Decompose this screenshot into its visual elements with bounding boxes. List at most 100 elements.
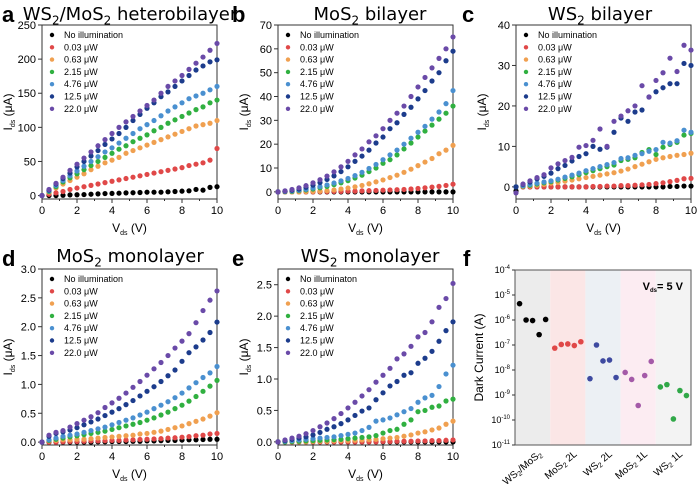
category-3 xyxy=(622,358,655,409)
data-point xyxy=(576,144,582,150)
data-point xyxy=(289,435,295,441)
data-point xyxy=(39,439,45,445)
data-point xyxy=(345,436,351,442)
data-point xyxy=(653,156,659,162)
data-point xyxy=(151,429,157,435)
data-point xyxy=(331,416,337,422)
data-point xyxy=(172,117,178,123)
data-point xyxy=(165,89,171,95)
data-point xyxy=(200,416,206,422)
y-tick-label: 0 xyxy=(504,182,510,194)
data-point xyxy=(436,151,442,157)
data-point xyxy=(158,436,164,442)
y-tick-label: 10 xyxy=(260,163,272,175)
data-point xyxy=(408,432,414,438)
data-point xyxy=(618,168,624,174)
x-tick-label: 6 xyxy=(380,205,386,217)
data-point xyxy=(394,426,400,432)
data-point xyxy=(324,188,330,194)
data-point xyxy=(359,188,365,194)
data-point xyxy=(123,175,129,182)
data-point xyxy=(401,111,407,117)
panel-title: WS2 bilayer xyxy=(548,4,653,28)
data-point xyxy=(282,437,288,443)
legend-label: 0.63 μW xyxy=(300,55,334,65)
data-point xyxy=(214,410,220,416)
data-point xyxy=(88,419,94,425)
data-point xyxy=(179,390,185,396)
data-point xyxy=(359,153,365,159)
y-tick-label: 1.5 xyxy=(257,343,272,355)
data-point xyxy=(179,358,185,364)
data-point xyxy=(200,63,206,69)
y-tick-label: 10 xyxy=(498,141,510,153)
data-point xyxy=(130,384,136,390)
y-tick-label: 10-9 xyxy=(495,390,511,400)
data-point xyxy=(123,417,129,423)
category-label: WS2 2L xyxy=(582,449,616,480)
data-point xyxy=(646,148,652,154)
data-point xyxy=(137,378,143,385)
data-point xyxy=(618,155,624,162)
data-point xyxy=(436,183,442,189)
data-point xyxy=(352,158,358,164)
data-point xyxy=(46,186,52,193)
data-point xyxy=(109,434,115,440)
x-tick-label: 6 xyxy=(144,205,150,217)
data-point xyxy=(123,143,129,149)
legend-label: 0.03 μW xyxy=(300,42,334,52)
data-point xyxy=(387,365,393,371)
legend-label: 0.03 μW xyxy=(538,42,572,52)
data-point xyxy=(408,417,414,423)
data-point xyxy=(137,431,143,437)
data-point xyxy=(81,171,87,177)
data-point xyxy=(408,438,414,444)
data-point xyxy=(534,174,540,181)
panel-label: a xyxy=(2,2,15,27)
legend-label: No illumination xyxy=(538,30,597,40)
data-point xyxy=(681,42,687,48)
data-point xyxy=(429,392,435,398)
data-point xyxy=(172,425,178,431)
data-point xyxy=(179,338,185,344)
legend-label: 22.0 μW xyxy=(300,104,334,114)
data-point xyxy=(179,78,185,84)
data-point xyxy=(415,360,421,366)
data-point xyxy=(646,181,652,188)
series-4 xyxy=(513,127,694,190)
data-point xyxy=(102,412,108,419)
data-point xyxy=(158,137,164,143)
data-point xyxy=(380,417,386,423)
data-point xyxy=(359,169,365,175)
data-point xyxy=(81,417,87,423)
data-point xyxy=(88,153,94,159)
data-point xyxy=(331,187,337,193)
data-point xyxy=(172,104,178,110)
panel-title: MoS2 bilayer xyxy=(314,4,428,28)
data-point xyxy=(597,164,603,170)
data-point xyxy=(137,412,143,418)
y-tick-label: 10-4 xyxy=(495,265,511,275)
data-point xyxy=(109,400,115,406)
data-point xyxy=(200,122,206,128)
data-point xyxy=(151,366,157,372)
data-point xyxy=(443,421,449,427)
legend-marker xyxy=(523,106,529,112)
series-0 xyxy=(39,184,220,199)
data-point xyxy=(172,395,178,401)
x-axis-label: Vds (V) xyxy=(112,221,147,237)
data-point xyxy=(674,81,680,87)
data-point xyxy=(193,380,199,386)
data-point xyxy=(207,120,213,126)
data-point xyxy=(296,185,302,191)
x-tick-label: 10 xyxy=(447,205,459,217)
data-point xyxy=(387,427,393,434)
legend-label: 0.03 μW xyxy=(300,286,334,296)
series-6 xyxy=(39,288,220,445)
data-point xyxy=(618,183,624,189)
data-point xyxy=(625,108,631,114)
data-point xyxy=(667,140,673,146)
data-point xyxy=(415,409,421,415)
data-point xyxy=(179,423,185,429)
